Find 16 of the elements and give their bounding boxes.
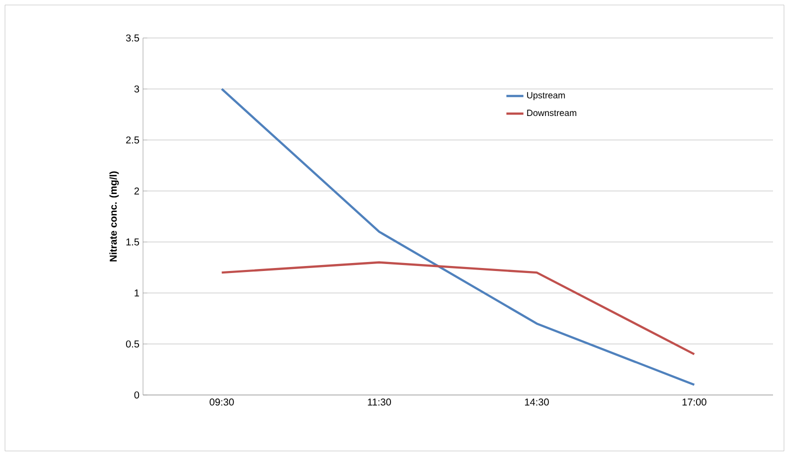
- line-series: [220, 88, 696, 386]
- y-axis-title: Nitrate conc. (mg/l): [109, 171, 119, 262]
- y-tick-label: 1.5: [126, 238, 140, 246]
- y-tick-label: 3: [134, 85, 140, 93]
- y-tick-label: 2.5: [126, 136, 140, 144]
- y-tick-label: 0.5: [126, 340, 140, 348]
- x-tick-label: 14:30: [525, 398, 549, 406]
- y-tick-label: 0: [134, 391, 140, 399]
- y-tick-label: 3.5: [126, 34, 140, 42]
- legend-label: Downstream: [527, 110, 576, 116]
- x-tick-label: 11:30: [368, 398, 391, 406]
- x-tick-label: 09:30: [210, 398, 234, 406]
- x-tick-label: 17:00: [682, 398, 706, 406]
- y-tick-label: 2: [134, 188, 139, 194]
- y-tick-label: 1: [134, 290, 140, 296]
- legend-label: Upstream: [527, 92, 565, 100]
